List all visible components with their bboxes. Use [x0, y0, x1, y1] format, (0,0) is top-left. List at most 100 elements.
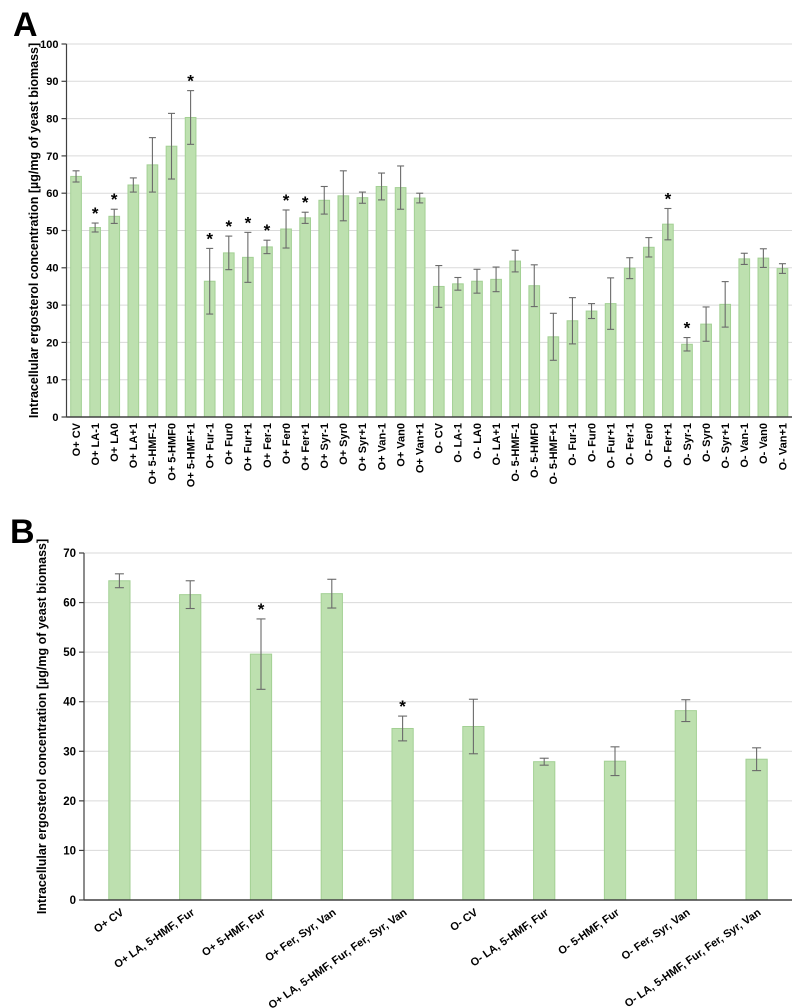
bar	[184, 116, 197, 418]
y-axis-ticks	[79, 552, 84, 901]
x-category-label: O+ LA0	[109, 423, 121, 462]
error-bars	[114, 573, 762, 777]
x-category-label: O- Syr0	[701, 423, 713, 462]
x-category-label: O- LA, 5-HMF, Fur, Fer, Syr, Van	[623, 906, 764, 1008]
panel-a-label: A	[13, 6, 38, 44]
bar	[757, 257, 770, 418]
bar	[108, 580, 131, 901]
bar	[249, 653, 273, 901]
y-axis-title: Intracellular ergosterol concentration […	[35, 539, 49, 914]
x-category-label: O+ Syr-1	[319, 423, 331, 469]
bar	[70, 175, 82, 418]
x-category-label: O+ Van-1	[376, 423, 388, 470]
significance-asterisk: *	[245, 213, 252, 232]
y-tick-label: 20	[63, 796, 76, 808]
y-tick-label: 0	[52, 412, 58, 424]
significance-asterisk: *	[399, 697, 406, 716]
x-category-label: O+ Fur+1	[243, 423, 255, 471]
bar	[674, 710, 697, 901]
x-category-label: O- Van0	[758, 423, 770, 464]
y-tick-labels: 0 10 20 30 40 50 60 70 80 90 100	[40, 39, 58, 424]
bar	[623, 267, 636, 418]
significance-asterisk: *	[92, 204, 99, 223]
panel-b: B * * 0 10 20 30 40 50 60 70 O+ CV O+ LA, 5-HMF, Fu…	[0, 505, 804, 1008]
y-tick-label: 30	[63, 746, 76, 758]
panel-a: A * * * * * * * * * * * 0 10 20 30 40 50 60 70 80 90 100 O+ CV…	[13, 6, 792, 487]
bars	[70, 116, 789, 418]
y-tick-label: 0	[70, 895, 76, 907]
x-category-label: O- LA0	[472, 423, 484, 459]
y-tick-labels: 0 10 20 30 40 50 60 70	[63, 548, 76, 907]
x-category-label: O+ Syr0	[338, 423, 350, 465]
error-bars	[72, 90, 786, 361]
significance-asterisk: *	[206, 229, 213, 248]
panel-b-label: B	[10, 513, 35, 551]
bar	[108, 215, 121, 418]
bar	[299, 217, 311, 418]
x-category-label: O+ Syr+1	[357, 423, 369, 471]
x-category-label: O+ Fer0	[281, 423, 293, 464]
x-category-label: O- CV	[434, 422, 446, 453]
x-category-label: O- 5-HMF-1	[510, 423, 522, 482]
bar	[280, 228, 292, 418]
bar	[89, 227, 101, 418]
bar	[603, 760, 627, 901]
x-category-label: O- 5-HMF+1	[548, 423, 560, 484]
y-tick-label: 40	[46, 263, 58, 275]
x-category-label: O+ LA-1	[90, 423, 102, 465]
x-category-label: O- Fer-1	[625, 423, 637, 465]
x-category-label: O- Syr+1	[720, 423, 732, 469]
y-tick-label: 70	[46, 151, 58, 163]
bar	[585, 310, 598, 418]
x-category-label: O- Van-1	[739, 423, 751, 468]
x-category-label: O+ Fer-1	[262, 423, 274, 468]
x-category-label: O- LA-1	[453, 423, 465, 463]
x-category-label: O- Fer+1	[663, 423, 675, 468]
bar	[356, 197, 369, 418]
bar	[127, 184, 140, 418]
bar	[318, 199, 331, 418]
bar	[471, 280, 483, 418]
bar	[337, 195, 350, 418]
bar	[776, 268, 789, 418]
x-category-label: O- Fur0	[586, 423, 598, 462]
bar	[533, 761, 556, 901]
bar	[745, 758, 768, 901]
y-axis-title: Intracellular ergosterol concentration […	[27, 43, 41, 418]
y-tick-label: 40	[63, 697, 76, 709]
y-tick-label: 60	[63, 598, 76, 610]
x-category-label: O+ 5-HMF-1	[147, 423, 159, 484]
x-category-label: O- Van+1	[777, 423, 789, 470]
y-tick-label: 70	[63, 548, 76, 560]
bar	[738, 258, 751, 418]
bar	[391, 727, 414, 901]
bar	[642, 246, 655, 418]
y-tick-label: 60	[46, 188, 58, 200]
x-category-label: O+ 5-HMF0	[166, 423, 178, 481]
x-category-label: O+ LA+1	[128, 423, 140, 468]
y-tick-label: 100	[40, 39, 58, 51]
y-tick-label: 90	[46, 76, 58, 88]
y-tick-label: 10	[46, 375, 58, 387]
bar	[165, 145, 178, 418]
x-category-label: O+ CV	[92, 906, 127, 935]
x-category-label: O+ Van0	[395, 423, 407, 467]
x-category-label: O- Fer0	[644, 423, 656, 462]
y-tick-label: 80	[46, 113, 58, 125]
significance-asterisk: *	[302, 193, 309, 212]
x-category-labels: O+ CV O+ LA-1 O+ LA0 O+ LA+1 O+ 5-HMF-1 O+ 5-…	[71, 422, 789, 487]
x-category-label: O- LA, 5-HMF, Fur	[468, 906, 551, 969]
x-category-label: O+ Fur-1	[204, 423, 216, 469]
significance-asterisk: *	[283, 191, 290, 210]
bar	[320, 593, 343, 901]
x-category-label: O+ 5-HMF, Fur	[200, 906, 268, 959]
significance-markers: **	[258, 600, 407, 716]
x-category-label: O+ 5-HMF+1	[185, 423, 197, 487]
y-tick-label: 50	[63, 647, 76, 659]
x-category-label: O- 5-HMF, Fur	[556, 906, 622, 957]
bar	[222, 252, 235, 418]
bar	[146, 164, 159, 418]
significance-asterisk: *	[665, 189, 672, 208]
significance-asterisk: *	[258, 600, 265, 619]
